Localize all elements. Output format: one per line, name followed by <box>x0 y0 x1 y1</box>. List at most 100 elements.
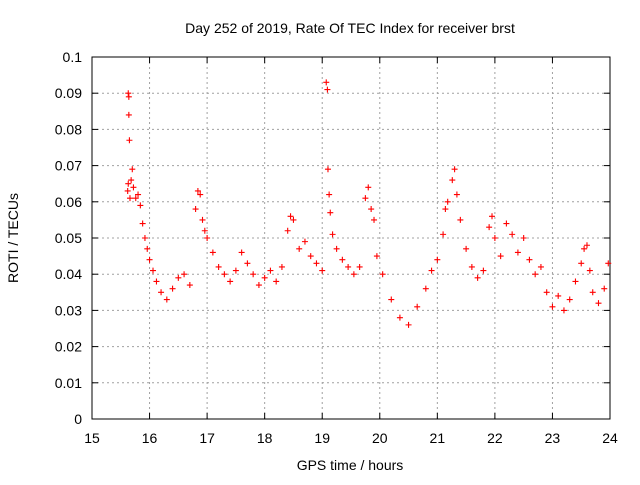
axis-ticks: 15 16 17 18 19 20 21 22 23 24 0 0.01 0.02 0.03 0.04 0.0… <box>55 49 618 446</box>
data-point <box>365 184 372 191</box>
data-point <box>333 245 340 252</box>
data-points <box>124 79 612 328</box>
data-point <box>244 260 251 267</box>
data-point <box>543 289 550 296</box>
data-point <box>313 260 320 267</box>
data-point <box>146 256 153 263</box>
data-point <box>595 300 602 307</box>
data-point <box>137 202 144 209</box>
data-point <box>273 278 280 285</box>
data-point <box>566 296 573 303</box>
data-point <box>192 206 199 213</box>
data-point <box>339 256 346 263</box>
data-point <box>139 220 146 227</box>
data-point <box>526 256 533 263</box>
data-point <box>572 278 579 285</box>
data-point <box>201 227 208 234</box>
data-point <box>326 191 333 198</box>
data-point <box>296 245 303 252</box>
data-point <box>232 267 239 274</box>
x-tick-label: 22 <box>487 430 503 446</box>
data-point <box>549 303 556 310</box>
data-point <box>199 216 206 223</box>
data-point <box>514 249 521 256</box>
data-point <box>453 191 460 198</box>
data-point <box>486 224 493 231</box>
y-tick-label: 0.03 <box>55 302 82 318</box>
data-point <box>278 263 285 270</box>
y-tick-label: 0.09 <box>55 85 82 101</box>
data-point <box>350 271 357 278</box>
data-point <box>221 271 228 278</box>
data-point <box>345 263 352 270</box>
data-point <box>261 274 268 281</box>
data-point <box>468 263 475 270</box>
data-point <box>132 195 139 202</box>
data-point <box>238 249 245 256</box>
data-point <box>442 206 449 213</box>
data-point <box>414 303 421 310</box>
x-tick-label: 15 <box>84 430 100 446</box>
y-axis-label: ROTI / TECUs <box>5 193 21 283</box>
data-point <box>301 238 308 245</box>
x-tick-label: 21 <box>430 430 446 446</box>
y-tick-label: 0.04 <box>55 266 82 282</box>
y-tick-label: 0.1 <box>63 49 83 65</box>
x-tick-label: 16 <box>142 430 158 446</box>
data-point <box>307 253 314 260</box>
data-point <box>449 177 456 184</box>
data-point <box>368 206 375 213</box>
data-point <box>124 187 131 194</box>
data-point <box>444 198 451 205</box>
x-tick-label: 24 <box>602 430 618 446</box>
x-tick-label: 19 <box>314 430 330 446</box>
data-point <box>586 267 593 274</box>
data-point <box>290 216 297 223</box>
data-point <box>497 253 504 260</box>
y-tick-label: 0.05 <box>55 230 82 246</box>
data-point <box>329 231 336 238</box>
data-point <box>463 245 470 252</box>
data-point <box>158 289 165 296</box>
data-point <box>215 263 222 270</box>
data-point <box>129 166 136 173</box>
data-point <box>422 285 429 292</box>
data-point <box>144 245 151 252</box>
data-point <box>150 267 157 274</box>
data-point <box>125 180 132 187</box>
data-point <box>371 216 378 223</box>
data-point <box>319 267 326 274</box>
data-point <box>491 235 498 241</box>
y-tick-label: 0.06 <box>55 194 82 210</box>
data-point <box>379 271 386 278</box>
data-point <box>141 235 148 241</box>
data-point <box>520 235 527 241</box>
data-point <box>451 166 458 173</box>
data-point <box>169 285 176 292</box>
data-point <box>126 195 133 202</box>
data-point <box>480 267 487 274</box>
data-point <box>503 220 510 227</box>
data-point <box>250 271 257 278</box>
data-point <box>163 296 170 303</box>
x-tick-label: 20 <box>372 430 388 446</box>
data-point <box>175 274 182 281</box>
data-point <box>373 253 380 260</box>
data-point <box>601 285 608 292</box>
data-point <box>204 235 211 241</box>
data-point <box>323 79 330 86</box>
data-point <box>457 216 464 223</box>
y-tick-label: 0.02 <box>55 339 82 355</box>
data-point <box>194 187 201 194</box>
data-point <box>125 111 132 118</box>
data-point <box>128 177 135 184</box>
data-point <box>125 90 132 97</box>
x-tick-label: 17 <box>199 430 215 446</box>
data-point <box>227 278 234 285</box>
data-point <box>267 267 274 274</box>
data-point <box>560 307 567 314</box>
data-point <box>434 256 441 263</box>
chart-title: Day 252 of 2019, Rate Of TEC Index for r… <box>185 20 515 36</box>
